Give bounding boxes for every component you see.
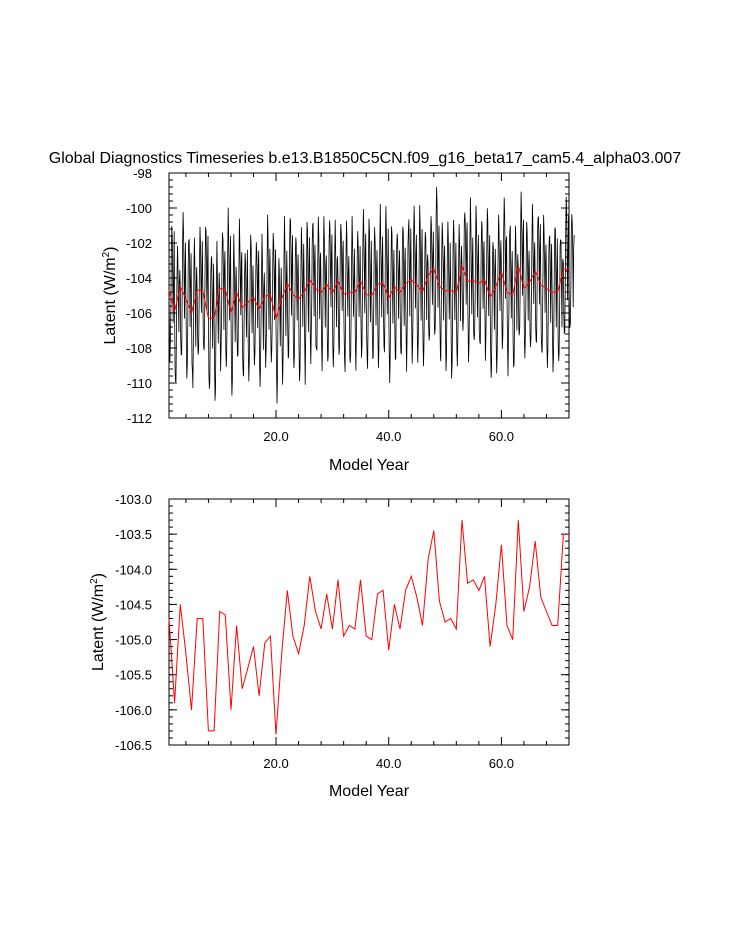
y-tick-label: -103.5 — [115, 527, 152, 542]
y-tick-label: -102 — [126, 236, 152, 251]
y-tick-label: -106 — [126, 306, 152, 321]
plot-frame — [168, 498, 570, 746]
y-axis-label: Latent (W/m2) — [101, 246, 119, 344]
y-tick-label: -112 — [127, 411, 152, 426]
series-line-annual — [168, 520, 569, 735]
y-tick-label: -105.5 — [115, 668, 152, 683]
y-tick-label: -108 — [126, 341, 152, 356]
series-line-annual — [168, 263, 569, 320]
x-tick-label: 60.0 — [489, 756, 514, 771]
x-tick-label: 20.0 — [263, 756, 288, 771]
x-axis-label: Model Year — [329, 783, 410, 800]
x-tick-label: 40.0 — [376, 756, 401, 771]
top-panel: -112 -110 -108 -106 -104 -102 -100 -98 20.0 40.0 6… — [101, 166, 575, 474]
chart-title: Global Diagnostics Timeseries b.e13.B185… — [49, 150, 682, 167]
x-tick-label: 40.0 — [376, 429, 401, 444]
y-tick-label: -105.0 — [115, 633, 152, 648]
x-axis-label: Model Year — [329, 457, 410, 474]
bottom-panel: -106.5 -106.0 -105.5 -105.0 -104.5 -104.0 -103… — [89, 492, 570, 800]
y-axis-label: Latent (W/m2) — [89, 573, 107, 671]
y-tick-label: -110 — [127, 376, 152, 391]
y-tick-label: -98 — [133, 166, 152, 181]
y-tick-label: -104.0 — [115, 562, 152, 577]
series-line-monthly — [168, 187, 575, 404]
y-tick-label: -104.5 — [115, 597, 152, 612]
y-tick-label: -106.0 — [115, 703, 152, 718]
x-tick-label: 60.0 — [489, 429, 514, 444]
y-tick-label: -103.0 — [115, 492, 152, 507]
y-tick-label: -104 — [126, 271, 152, 286]
x-tick-label: 20.0 — [263, 429, 288, 444]
y-tick-label: -106.5 — [115, 738, 152, 753]
y-tick-label: -100 — [126, 201, 152, 216]
